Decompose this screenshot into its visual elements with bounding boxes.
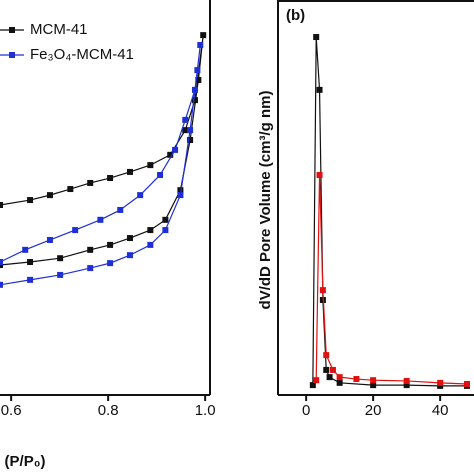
series-line	[0, 44, 201, 286]
data-point	[195, 76, 202, 83]
data-point	[437, 379, 444, 386]
data-point	[182, 116, 189, 123]
data-point	[323, 352, 330, 359]
x-tick-label: 1.0	[195, 402, 216, 419]
data-point	[22, 246, 29, 253]
data-point	[27, 259, 34, 265]
data-point	[27, 197, 34, 204]
data-point	[329, 366, 336, 373]
data-point	[147, 241, 154, 248]
data-point	[182, 127, 189, 134]
y-axis-label: dV/dD Pore Volume (cm³/g nm)	[257, 91, 274, 310]
data-point	[177, 192, 184, 199]
data-point	[323, 366, 330, 373]
data-point	[200, 32, 207, 39]
x-axis-label: (P/P₀)	[5, 453, 46, 470]
data-point	[0, 202, 3, 208]
data-point	[0, 259, 3, 265]
data-point	[107, 241, 114, 248]
data-point	[187, 137, 194, 144]
data-point	[463, 380, 470, 387]
data-point	[27, 276, 34, 283]
x-tick-label: 0	[302, 402, 310, 419]
data-point	[162, 227, 169, 234]
x-tick-label: 20	[365, 402, 382, 419]
data-point	[177, 187, 184, 194]
data-point	[97, 216, 104, 223]
panel-label: (b)	[286, 7, 305, 24]
data-point	[57, 271, 64, 278]
data-point	[403, 377, 410, 384]
legend-marker	[9, 27, 15, 33]
data-point	[172, 146, 179, 153]
legend-marker	[9, 52, 15, 58]
data-point	[187, 127, 194, 134]
data-point	[57, 255, 64, 262]
data-point	[336, 379, 343, 386]
data-point	[437, 382, 444, 389]
data-point	[313, 34, 320, 41]
data-point	[117, 206, 124, 213]
x-tick-label: 0.8	[98, 402, 119, 419]
x-tick-label: 0.6	[1, 402, 22, 419]
data-point	[370, 377, 377, 384]
data-point	[126, 235, 133, 242]
legend-label: MCM-41	[30, 21, 88, 38]
data-point	[309, 382, 316, 389]
data-point	[87, 265, 94, 272]
data-point	[403, 382, 410, 389]
data-point	[87, 179, 94, 186]
data-point	[326, 374, 333, 381]
data-point	[137, 192, 144, 199]
data-point	[316, 171, 323, 178]
data-point	[197, 42, 204, 49]
data-point	[107, 260, 114, 267]
data-point	[336, 374, 343, 381]
data-point	[353, 376, 360, 383]
data-point	[370, 382, 377, 389]
data-point	[126, 168, 133, 175]
data-point	[313, 377, 320, 384]
data-point	[167, 151, 174, 158]
legend-label: Fe₃O₄-MCM-41	[30, 46, 134, 63]
data-point	[316, 86, 323, 93]
data-point	[191, 86, 198, 93]
data-point	[46, 192, 53, 199]
data-point	[162, 216, 169, 223]
data-point	[0, 262, 3, 269]
data-point	[157, 171, 164, 178]
data-point	[72, 227, 79, 234]
data-point	[147, 162, 154, 169]
data-point	[126, 252, 133, 259]
data-point	[147, 227, 154, 234]
data-point	[194, 67, 201, 74]
data-point	[191, 97, 198, 104]
data-point	[67, 186, 74, 193]
series-line	[312, 37, 467, 387]
data-point	[46, 236, 53, 243]
series-line	[315, 174, 467, 385]
data-point	[319, 287, 326, 294]
data-point	[107, 175, 114, 182]
x-tick-label: 40	[432, 402, 449, 419]
data-point	[0, 281, 3, 288]
data-point	[87, 246, 94, 253]
